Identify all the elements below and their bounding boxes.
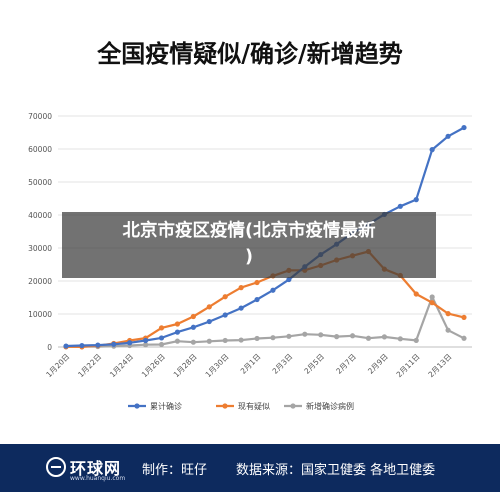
- footer-bar: 环球网 www.huanqiu.com 制作：旺仔 数据来源：国家卫健委 各地卫…: [0, 444, 500, 492]
- y-tick-label: 40000: [28, 211, 52, 220]
- data-point: [397, 203, 403, 209]
- data-point: [445, 311, 451, 317]
- y-tick-label: 70000: [28, 112, 52, 121]
- data-point: [190, 324, 196, 330]
- data-point: [461, 314, 467, 321]
- data-point: [286, 333, 292, 339]
- data-point: [143, 337, 149, 344]
- data-point: [270, 287, 276, 293]
- data-point: [206, 304, 212, 310]
- data-point: [302, 331, 308, 337]
- data-point: [222, 294, 228, 300]
- x-tick-label: 2月13日: [426, 352, 453, 379]
- data-point: [318, 332, 324, 338]
- data-point: [206, 318, 212, 325]
- x-axis-tick-labels: 1月20日 1月22日 1月24日 1月26日 1月28日 1月30日 2月1日 2月3日 2月…: [44, 352, 453, 379]
- data-point: [206, 338, 212, 344]
- data-point: [381, 334, 387, 340]
- x-tick-label: 2月1日: [239, 352, 263, 376]
- data-point: [413, 337, 419, 343]
- data-point: [445, 133, 451, 139]
- data-point: [174, 338, 181, 344]
- legend-label: 现有疑似: [238, 401, 270, 411]
- data-point: [413, 291, 419, 297]
- chart-title: 全国疫情疑似/确诊/新增趋势: [96, 39, 403, 68]
- x-tick-label: 2月11日: [395, 352, 422, 379]
- data-point: [111, 341, 117, 347]
- x-tick-label: 1月22日: [76, 352, 103, 379]
- y-tick-label: 50000: [28, 178, 52, 187]
- globe-logo-icon: [46, 457, 66, 477]
- legend-label: 新增确诊病例: [306, 401, 354, 411]
- data-point: [158, 341, 165, 348]
- brand-logo-url: www.huanqiu.com: [70, 475, 126, 482]
- data-point: [158, 335, 165, 341]
- data-point: [349, 333, 356, 339]
- legend-item: 累计确诊: [128, 401, 182, 411]
- headline-line-2: ): [245, 247, 253, 267]
- y-tick-label: 20000: [28, 277, 52, 286]
- producer-credit: 制作：旺仔: [142, 463, 208, 478]
- x-tick-label: 1月30日: [204, 352, 231, 379]
- data-point: [270, 335, 276, 341]
- y-tick-label: 0: [47, 343, 52, 352]
- legend-label: 累计确诊: [150, 401, 182, 411]
- data-source: 数据来源：国家卫健委 各地卫健委: [236, 463, 436, 478]
- legend-marker: [290, 403, 296, 409]
- data-point: [95, 342, 101, 348]
- data-point: [286, 276, 292, 283]
- headline-overlay: 北京市疫区疫情(北京市疫情最新 ): [62, 212, 436, 278]
- data-point: [158, 325, 165, 331]
- y-tick-label: 30000: [28, 244, 52, 253]
- data-point: [334, 334, 340, 340]
- series-1: [63, 124, 467, 349]
- headline-line-1: 北京市疫区疫情(北京市疫情最新: [122, 221, 376, 241]
- x-tick-label: 1月24日: [108, 352, 135, 379]
- data-point: [397, 336, 403, 342]
- data-point: [254, 279, 260, 286]
- x-tick-label: 2月9日: [366, 352, 390, 376]
- data-point: [222, 337, 228, 344]
- x-tick-label: 2月3日: [271, 352, 295, 376]
- series-line: [65, 126, 465, 348]
- series-line: [65, 295, 465, 348]
- data-point: [174, 321, 181, 327]
- data-point: [79, 342, 85, 349]
- data-point: [413, 197, 419, 203]
- legend-item: 新增确诊病例: [284, 401, 354, 411]
- legend-item: 现有疑似: [216, 401, 270, 411]
- x-tick-label: 2月5日: [302, 352, 326, 376]
- data-point: [174, 329, 181, 335]
- data-point: [429, 300, 435, 306]
- data-point: [429, 294, 435, 300]
- y-tick-label: 10000: [28, 310, 52, 319]
- data-point: [238, 285, 244, 291]
- x-tick-label: 1月26日: [140, 352, 167, 379]
- data-point: [254, 335, 260, 342]
- data-point: [429, 147, 435, 153]
- data-point: [461, 335, 467, 341]
- data-point: [461, 124, 467, 131]
- line-chart: 全国疫情疑似/确诊/新增趋势 0 10000 20000 30000 40000 5000…: [28, 39, 472, 411]
- data-point: [190, 313, 196, 320]
- brand-logo-name: 环球网: [70, 459, 122, 478]
- data-point: [238, 305, 244, 311]
- data-point: [365, 335, 372, 341]
- data-point: [222, 312, 228, 318]
- chart-legend: 累计确诊 现有疑似 新增确诊病例: [128, 401, 354, 411]
- y-axis-tick-labels: 0 10000 20000 30000 40000 50000 60000 70000: [28, 112, 52, 352]
- data-point: [127, 340, 133, 346]
- x-tick-label: 1月20日: [44, 352, 71, 379]
- data-point: [445, 327, 451, 333]
- data-point: [190, 339, 196, 345]
- data-point: [238, 337, 244, 343]
- data-point: [143, 342, 149, 348]
- data-point: [63, 343, 69, 349]
- legend-marker: [134, 403, 140, 409]
- data-point: [254, 296, 260, 303]
- legend-marker: [222, 403, 228, 409]
- x-tick-label: 1月28日: [172, 352, 199, 379]
- x-tick-label: 2月7日: [334, 352, 358, 376]
- y-tick-label: 60000: [28, 145, 52, 154]
